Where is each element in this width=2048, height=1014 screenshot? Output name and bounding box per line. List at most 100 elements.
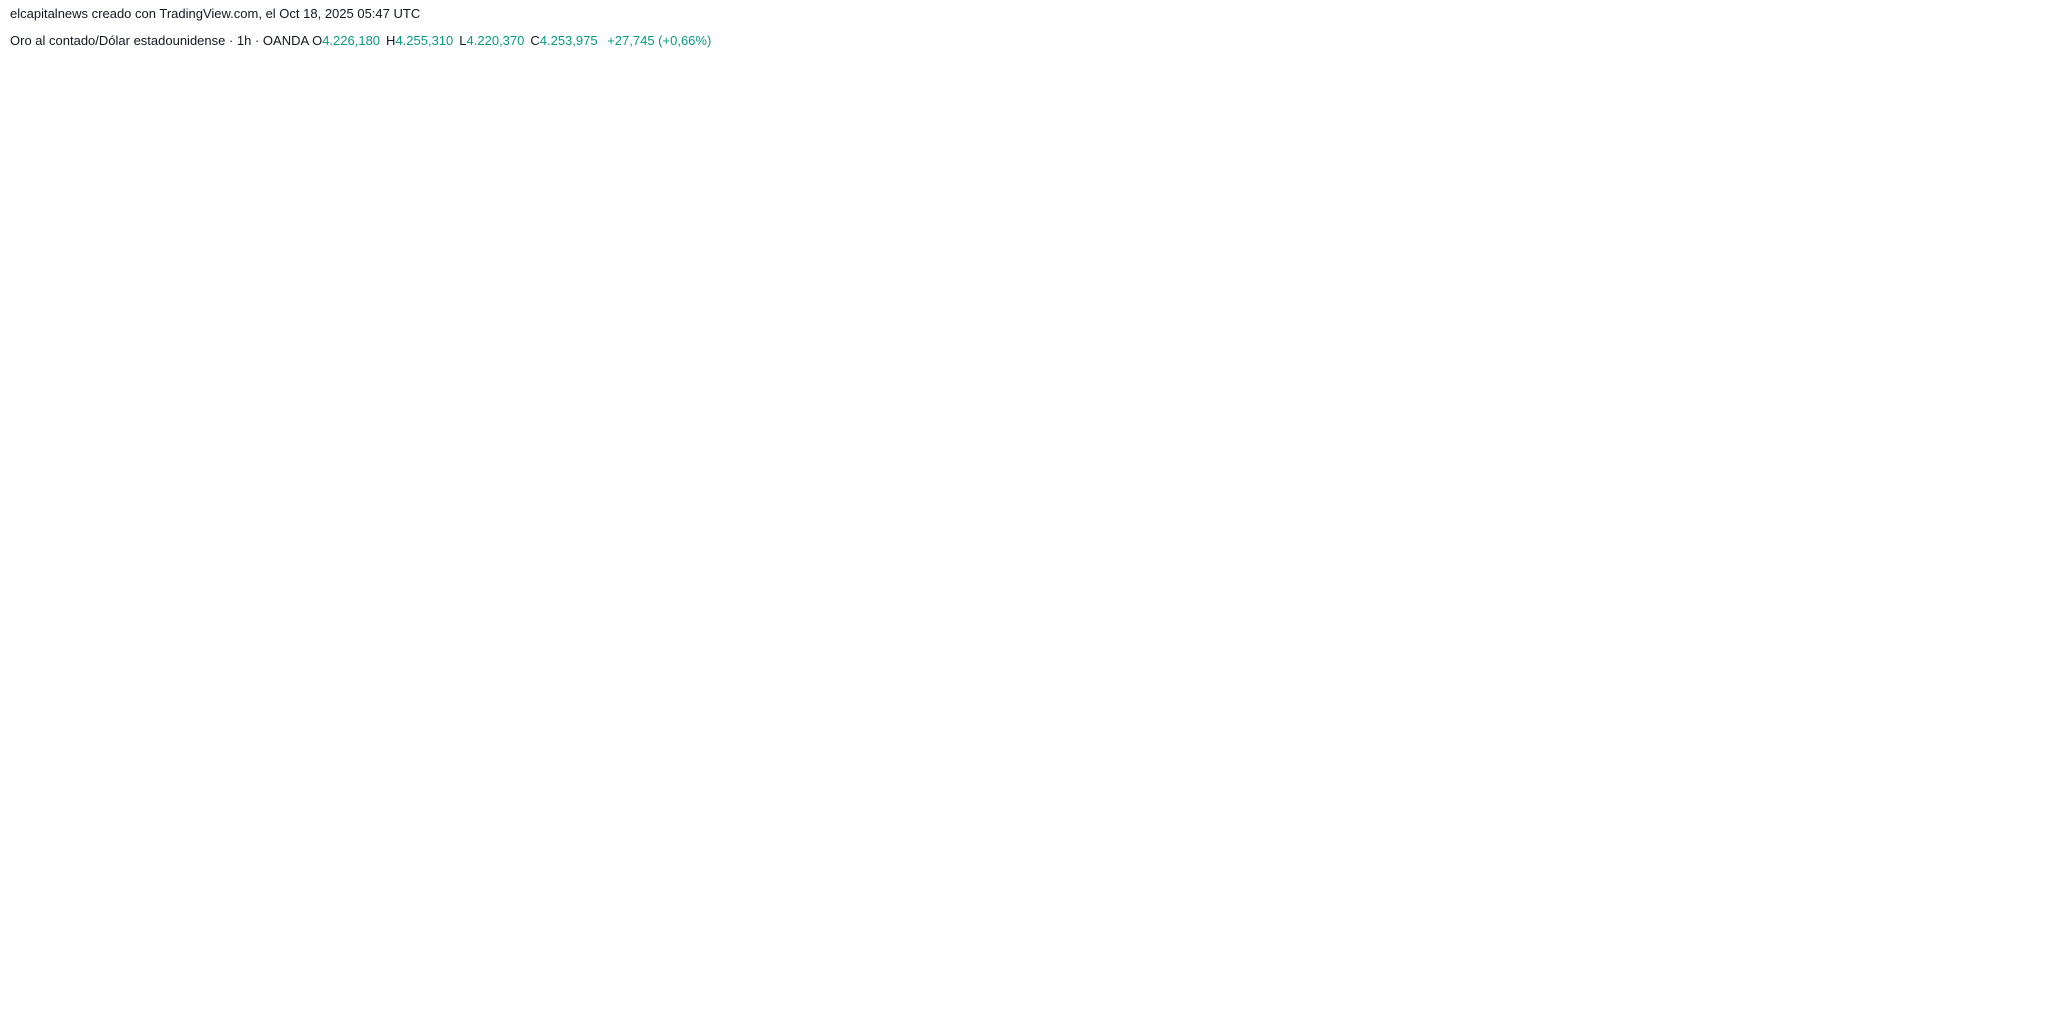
candle-body (392, 700, 413, 730)
x-tick-label: 12 (1013, 931, 1027, 945)
x-tick-label: Oct (464, 931, 483, 945)
volume-up (27, 176, 69, 205)
level-label-box (1967, 329, 2033, 348)
symbol: Oro al contado/Dólar estadounidense · 1h… (10, 33, 309, 48)
volume-down (85, 420, 124, 449)
event-icon[interactable] (1357, 902, 1377, 922)
change: +27,745 (+0,66%) (607, 33, 712, 48)
level-label-box (1967, 615, 2033, 634)
y-tick-label: 3.880,000 (1976, 682, 2030, 696)
x-tick-label: 14 (1089, 931, 1103, 945)
measure-box (1268, 115, 1589, 339)
x-tick-label: 9 (886, 931, 893, 945)
volume-down (147, 298, 255, 327)
candle-body (1284, 174, 1305, 272)
ohlc-label: O (312, 33, 323, 48)
event-icon[interactable] (1626, 902, 1646, 922)
x-tick-label: 24 (121, 931, 135, 945)
x-tick-label: 22 (1516, 931, 1530, 945)
volume-down (81, 328, 118, 358)
candle-body (735, 577, 756, 604)
x-tick-label: 8 (818, 931, 825, 945)
volume-down (76, 602, 101, 632)
volume-up (27, 328, 82, 358)
measure-label: −194,826 (−4,45%) −19.482,6 (1349, 355, 1509, 369)
x-tick-label: 16 (1226, 931, 1240, 945)
volume-down (158, 754, 257, 784)
volume-down (68, 176, 112, 205)
volume-down (194, 480, 350, 510)
x-tick-label: 28 (324, 931, 338, 945)
logo-mark (10, 975, 42, 990)
candle-body (906, 489, 928, 518)
volume-down (202, 785, 368, 814)
y-tick-label: 4.360,000 (1976, 132, 2030, 146)
candle-body (838, 497, 859, 535)
candle-body (117, 774, 139, 791)
candle-body (14, 824, 36, 845)
ohlc-label: C (530, 33, 540, 48)
level-label: 4.046,758 (1973, 491, 2027, 505)
level-label-box (1967, 489, 2033, 508)
y-tick-label: 4.320,000 (1976, 178, 2030, 192)
logo: TradingView (46, 969, 176, 994)
credit: elcapitalnews creado con TradingView.com… (10, 6, 421, 21)
y-tick-label: 4.200,000 (1976, 315, 2030, 329)
candle-body (529, 660, 550, 683)
x-tick-label: 26 (1723, 931, 1737, 945)
candle-body (289, 802, 310, 810)
profile-area (10, 845, 1118, 910)
level-label-box (1967, 885, 2033, 904)
volume-down (135, 267, 235, 297)
y-tick-label: 4.400,000 (1976, 86, 2030, 100)
y-tick-label: 4.080,000 (1976, 453, 2030, 467)
volume-up (27, 724, 114, 753)
x-tick-label: 23 (53, 931, 67, 945)
ohlc-value: 4.255,310 (395, 33, 454, 48)
y-tick-label: 4.000,000 (1976, 544, 2030, 558)
volume-down (106, 633, 182, 662)
candle-body (1181, 309, 1202, 364)
x-tick-label: 5 (674, 931, 681, 945)
volume-up (27, 815, 120, 845)
volume-up (27, 572, 154, 601)
level-label-box (1967, 856, 2033, 875)
ohlc-label: L (459, 33, 467, 48)
volume-up (27, 206, 102, 236)
volume-up (27, 359, 111, 388)
candle-body (495, 660, 516, 684)
candle-body (1318, 139, 1339, 175)
currency-box[interactable] (1974, 32, 2038, 56)
symbol-tag: XAUUSD (1917, 255, 1963, 267)
candle-body (1043, 437, 1065, 486)
candle-body (83, 774, 104, 810)
x-tick-label: 30 (398, 931, 412, 945)
symbol-tag-box (1915, 252, 1965, 271)
last-price-label: 4.253,975 (1973, 253, 2027, 267)
volume-up (27, 633, 107, 662)
candle-body (1249, 271, 1271, 306)
volume-up (27, 541, 231, 571)
candle-body (1146, 363, 1168, 406)
volume-down (113, 724, 186, 753)
volume-down (209, 663, 389, 692)
volume-up (27, 754, 159, 784)
profile-area (27, 116, 1367, 845)
volume-down (153, 572, 285, 601)
volume-up (27, 115, 63, 145)
candle-body (323, 774, 345, 803)
level-label: 3.701,249 (1973, 886, 2027, 900)
x-tick-label: 17 (1298, 931, 1312, 945)
x-tick-label: 21 (1443, 931, 1457, 945)
x-tick-label: 28 (1804, 931, 1818, 945)
y-tick-label: 3.760,000 (1976, 819, 2030, 833)
y-tick-label: 3.920,000 (1976, 636, 2030, 650)
x-tick-label: 23 (1587, 931, 1601, 945)
y-tick-label: 3.680,000 (1976, 911, 2030, 925)
level-label: 3.783,143 (1973, 793, 2027, 807)
volume-down (124, 450, 176, 479)
x-tick-label: 15 (1157, 931, 1171, 945)
measure-label-box (1340, 350, 1518, 376)
